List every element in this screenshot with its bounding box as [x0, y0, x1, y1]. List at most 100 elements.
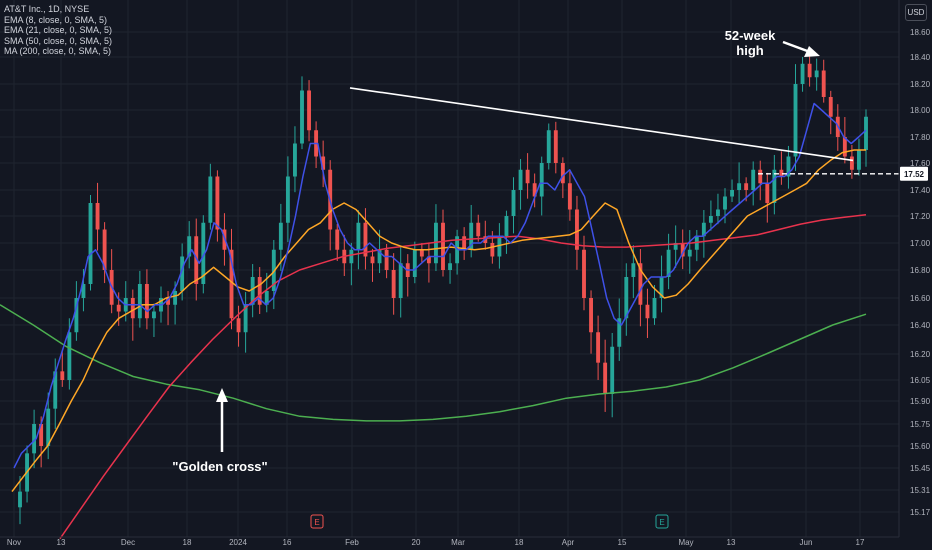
candle-body: [857, 150, 861, 170]
candle-body: [504, 216, 509, 237]
candle-body: [194, 236, 199, 284]
price-tick-label: 15.45: [910, 464, 931, 473]
candle-body: [730, 190, 734, 197]
candle-body: [32, 424, 37, 454]
currency-badge[interactable]: USD: [905, 4, 927, 21]
time-tick-label: Dec: [121, 538, 135, 547]
candle-body: [300, 90, 304, 144]
candle-body: [74, 298, 79, 333]
price-tick-label: 18.20: [910, 80, 931, 89]
candle-body: [652, 298, 657, 319]
candle-body: [18, 491, 22, 508]
last-price-label: 17.52: [904, 170, 925, 179]
price-tick-label: 15.60: [910, 442, 931, 451]
candle-body: [821, 70, 826, 97]
candle-body: [356, 222, 361, 250]
high-label-line1: 52-week: [724, 28, 776, 43]
candle-body: [293, 143, 297, 177]
52-week-high-annotation: 52-week high: [718, 28, 782, 58]
candle-body: [187, 236, 192, 257]
candle-body: [377, 249, 382, 264]
indicator-ema21-label[interactable]: EMA (21, close, 0, SMA, 5): [4, 25, 113, 35]
candle-body: [462, 236, 467, 250]
candle-body: [631, 263, 636, 277]
time-axis[interactable]: Nov 13 Dec 18 2024 16 Feb 20 Mar 18 Apr 15 May 13 Jun 1…: [0, 514, 899, 547]
candle-body: [321, 156, 326, 170]
candle-body: [426, 256, 431, 264]
candle-body: [539, 163, 544, 197]
earnings-marker: [310, 514, 324, 529]
price-tick-label: 16.60: [910, 294, 931, 303]
price-tick-label: 16.80: [910, 266, 931, 275]
candle-body: [497, 236, 502, 257]
price-tick-label: 17.20: [910, 212, 931, 221]
candle-body: [673, 243, 678, 250]
candle-body: [842, 137, 847, 157]
candle-body: [786, 156, 791, 177]
candle-body: [687, 249, 692, 257]
price-tick-label: 18.60: [910, 28, 931, 37]
ema8-line: [13, 102, 867, 469]
high-label-line2: high: [736, 43, 764, 58]
candle-body: [448, 263, 452, 270]
candle-body: [596, 332, 601, 363]
candle-body: [511, 190, 516, 216]
time-tick-label: Mar: [451, 538, 465, 547]
price-tick-label: 17.40: [910, 186, 931, 195]
candle-body: [264, 291, 269, 305]
candle-body: [116, 304, 121, 312]
candle-body: [610, 346, 615, 394]
candle-body: [398, 263, 403, 298]
arrow-shaft-high: [782, 40, 811, 54]
candle-body: [46, 408, 51, 446]
candle-body: [582, 249, 586, 298]
candle-body: [532, 183, 537, 197]
candlestick-series: [18, 50, 868, 525]
time-tick-label: 18: [515, 538, 524, 547]
time-tick-label: 13: [727, 538, 736, 547]
candle-body: [384, 249, 389, 270]
price-tick-label: 16.40: [910, 321, 931, 330]
price-tick-label: 18.40: [910, 53, 931, 62]
candle-body: [772, 169, 777, 203]
arrow-head-high: [804, 46, 820, 57]
candle-body: [666, 249, 671, 277]
candle-body: [81, 284, 86, 298]
candle-body: [603, 362, 608, 394]
indicator-ma200-label[interactable]: MA (200, close, 0, SMA, 5): [4, 46, 112, 56]
candle-body: [67, 332, 72, 380]
chart-grid: [0, 0, 899, 537]
indicator-ema8-label[interactable]: EMA (8, close, 0, SMA, 5): [4, 14, 108, 25]
candle-body: [659, 277, 664, 298]
candle-body: [828, 97, 833, 117]
candle-body: [201, 222, 206, 284]
last-price-badge: [900, 166, 928, 181]
candle-body: [589, 298, 593, 333]
candle-body: [257, 277, 262, 305]
candle-body: [166, 298, 170, 305]
candle-body: [215, 176, 220, 230]
resistance-trendline: [349, 87, 854, 162]
time-tick-label: May: [678, 538, 693, 547]
candle-body: [137, 284, 142, 319]
price-axis[interactable]: 18.60 18.40 18.20 18.00 17.80 17.60 17.40 17.20…: [898, 0, 931, 537]
candle-body: [391, 270, 396, 298]
candle-body: [723, 196, 727, 210]
indicator-sma50-label[interactable]: SMA (50, close, 0, SMA, 5): [4, 35, 113, 46]
candle-body: [617, 318, 622, 347]
candle-body: [370, 256, 375, 264]
time-tick-label: 16: [283, 538, 292, 547]
candle-body: [243, 304, 248, 333]
candle-body: [814, 70, 819, 78]
chart-legend: AT&T Inc., 1D, NYSE EMA (8, close, 0, SM…: [4, 4, 112, 57]
price-tick-label: 17.80: [910, 133, 931, 142]
symbol-title[interactable]: AT&T Inc., 1D, NYSE: [4, 4, 90, 14]
price-tick-label: 16.20: [910, 350, 931, 359]
time-tick-label: 18: [183, 538, 192, 547]
candle-body: [285, 176, 290, 223]
time-tick-label: 13: [57, 538, 66, 547]
candle-body: [575, 209, 579, 250]
candle-body: [737, 183, 742, 190]
candle-body: [553, 130, 558, 163]
